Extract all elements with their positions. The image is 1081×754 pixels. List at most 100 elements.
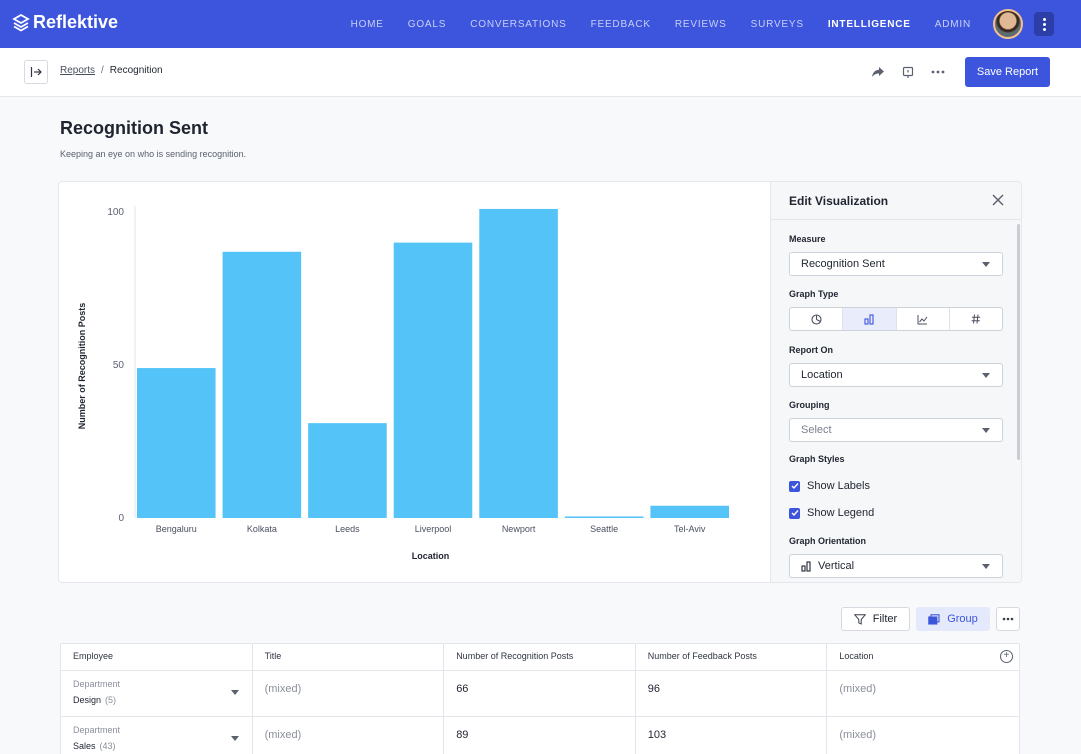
column-header-location[interactable]: Location + <box>827 644 1019 670</box>
show-legend-text: Show Legend <box>807 507 875 519</box>
collapse-sidebar-button[interactable] <box>24 60 48 84</box>
x-tick-label: Liverpool <box>415 524 452 534</box>
nav-feedback[interactable]: FEEDBACK <box>590 18 651 30</box>
group-cell[interactable]: Department Design (5) <box>61 671 253 716</box>
pie-chart-icon <box>811 313 822 325</box>
nav-intelligence[interactable]: INTELLIGENCE <box>827 18 911 30</box>
close-panel-button[interactable] <box>991 194 1005 208</box>
measure-label: Measure <box>789 234 826 244</box>
filter-button[interactable]: Filter <box>841 607 910 631</box>
grouping-label: Grouping <box>789 400 830 410</box>
comment-button[interactable] <box>900 64 916 80</box>
column-header-title[interactable]: Title <box>253 644 445 670</box>
user-avatar[interactable] <box>993 9 1023 39</box>
chevron-down-icon <box>982 428 990 433</box>
filter-label: Filter <box>872 613 898 625</box>
y-tick-label: 100 <box>107 207 124 218</box>
group-count: (43) <box>99 741 116 751</box>
edit-panel-title: Edit Visualization <box>789 194 889 208</box>
more-horizontal-icon <box>931 70 945 74</box>
measure-select[interactable]: Recognition Sent <box>789 252 1003 276</box>
group-name: Design <box>73 695 102 705</box>
expand-chevron-icon[interactable] <box>231 690 239 695</box>
bar-bengaluru <box>137 368 216 518</box>
graph-type-number[interactable] <box>950 308 1002 330</box>
location-cell: (mixed) <box>839 729 877 741</box>
show-labels-text: Show Labels <box>807 480 870 492</box>
nav-surveys[interactable]: SURVEYS <box>750 18 804 30</box>
bar-kolkata <box>222 251 302 518</box>
report-on-select[interactable]: Location <box>789 363 1003 387</box>
x-tick-label: Leeds <box>335 524 360 534</box>
data-table: Employee Title Number of Recognition Pos… <box>60 643 1020 754</box>
x-tick-label: Newport <box>502 524 536 534</box>
report-on-label: Report On <box>789 345 833 355</box>
column-header-recognition[interactable]: Number of Recognition Posts <box>444 644 636 670</box>
edit-visualization-panel: Edit Visualization Measure Recognition S… <box>770 182 1021 582</box>
y-axis-title: Number of Recognition Posts <box>77 303 87 430</box>
table-row[interactable]: Department Design (5) (mixed) 66 96 (mixe… <box>61 671 1019 717</box>
show-labels-checkbox[interactable]: Show Labels <box>789 480 870 492</box>
bar-leeds <box>308 423 387 518</box>
x-tick-label: Bengaluru <box>156 524 197 534</box>
nav-home[interactable]: HOME <box>350 18 384 30</box>
vertical-bar-icon <box>801 560 812 572</box>
x-tick-label: Tel-Aviv <box>674 524 706 534</box>
measure-value: Recognition Sent <box>801 258 885 270</box>
graph-styles-label: Graph Styles <box>789 454 845 464</box>
group-button[interactable]: Group <box>916 607 990 631</box>
column-header-employee[interactable]: Employee <box>61 644 253 670</box>
chart-card: 0 50 100 Bengaluru Kolkata Leeds Liverpool Newp… <box>58 181 1022 583</box>
group-label: Group <box>947 613 978 625</box>
bar-liverpool <box>393 242 473 518</box>
nav-goals[interactable]: GOALS <box>407 18 447 30</box>
graph-orientation-select[interactable]: Vertical <box>789 554 1003 578</box>
edit-panel-header: Edit Visualization <box>771 182 1021 220</box>
brand-name: Reflektive <box>33 12 119 32</box>
brand-logo[interactable]: Reflektive <box>12 12 118 33</box>
recognition-cell: 66 <box>444 671 636 716</box>
share-button[interactable] <box>870 64 886 80</box>
page-title: Recognition Sent <box>60 118 208 138</box>
column-header-feedback[interactable]: Number of Feedback Posts <box>636 644 828 670</box>
share-arrow-icon <box>872 67 884 77</box>
more-actions-button[interactable] <box>930 64 946 80</box>
panel-scrollbar[interactable] <box>1017 224 1020 460</box>
save-report-button[interactable]: Save Report <box>965 57 1050 87</box>
group-cell[interactable]: Department Sales (43) <box>61 717 253 754</box>
bar-chart-icon <box>864 313 874 325</box>
table-more-button[interactable] <box>996 607 1020 631</box>
app-menu-button[interactable] <box>1034 12 1054 36</box>
x-tick-label: Kolkata <box>247 524 277 534</box>
y-tick-label: 0 <box>118 513 124 524</box>
table-row[interactable]: Department Sales (43) (mixed) 89 103 (mix… <box>61 717 1019 754</box>
x-axis-title: Location <box>412 551 450 561</box>
nav-reviews[interactable]: REVIEWS <box>674 18 727 30</box>
graph-type-pie[interactable] <box>790 308 844 330</box>
close-icon <box>992 194 1004 206</box>
grouping-select[interactable]: Select <box>789 418 1003 442</box>
orientation-value: Vertical <box>818 560 855 572</box>
graph-type-bar[interactable] <box>843 308 897 330</box>
breadcrumb: Reports / Recognition <box>60 65 163 76</box>
nav-conversations[interactable]: CONVERSATIONS <box>470 18 567 30</box>
kebab-icon <box>1042 17 1046 21</box>
title-cell: (mixed) <box>253 671 445 716</box>
line-chart-icon <box>917 314 928 324</box>
add-column-icon[interactable]: + <box>999 650 1013 663</box>
breadcrumb-reports-link[interactable]: Reports <box>60 65 96 76</box>
show-legend-checkbox[interactable]: Show Legend <box>789 507 874 519</box>
report-header: Reports / Recognition <box>0 48 1081 97</box>
reflektive-logo-icon <box>12 13 30 32</box>
group-count: (5) <box>105 695 117 705</box>
top-nav: Reflektive HOME GOALS CONVERSATIONS FEED… <box>0 0 1081 48</box>
page-subtitle: Keeping an eye on who is sending recogni… <box>60 149 247 159</box>
nav-admin[interactable]: ADMIN <box>934 18 971 30</box>
checkmark-icon <box>789 507 800 519</box>
group-icon <box>928 613 940 625</box>
graph-type-line[interactable] <box>897 308 950 330</box>
breadcrumb-current: Recognition <box>109 65 163 76</box>
filter-icon <box>853 613 866 625</box>
expand-chevron-icon[interactable] <box>231 736 239 741</box>
graph-type-selector <box>789 307 1003 331</box>
